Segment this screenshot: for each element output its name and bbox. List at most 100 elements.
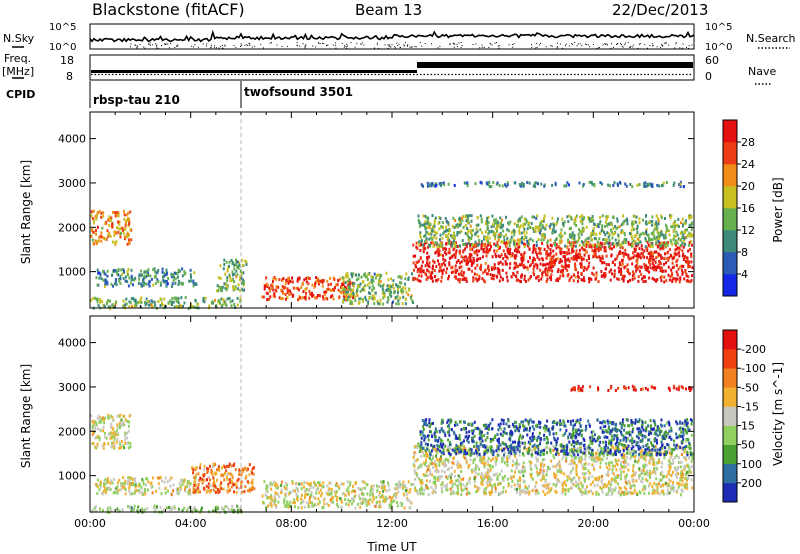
scatter-cell [544, 227, 547, 231]
scatter-cell [466, 231, 469, 235]
scatter-cell [421, 223, 424, 227]
scatter-cell [454, 252, 457, 256]
scatter-cell [356, 287, 359, 291]
scatter-cell [456, 460, 459, 464]
scatter-cell [649, 263, 652, 266]
scatter-cell [288, 492, 291, 496]
scatter-cell [531, 261, 534, 265]
scatter-cell [655, 250, 658, 254]
scatter-cell [414, 486, 416, 490]
scatter-cell [664, 252, 666, 256]
scatter-cell [450, 244, 453, 248]
scatter-cell [545, 280, 548, 283]
scatter-cell [617, 239, 620, 243]
scatter-cell [448, 241, 451, 245]
scatter-cell [105, 436, 108, 440]
scatter-cell [684, 269, 687, 272]
scatter-cell [270, 287, 273, 290]
scatter-cell [291, 480, 294, 484]
scatter-cell [524, 491, 527, 495]
scatter-cell [547, 246, 550, 250]
scatter-cell [162, 275, 165, 279]
scatter-cell [666, 243, 669, 247]
scatter-cell [505, 215, 507, 219]
scatter-cell [190, 304, 193, 308]
scatter-cell [666, 492, 669, 496]
nsearch-dot [400, 47, 402, 49]
scatter-cell [632, 483, 635, 487]
scatter-cell [110, 223, 113, 227]
scatter-cell [599, 247, 602, 251]
nsearch-dot [407, 44, 409, 46]
scatter-cell [222, 508, 225, 512]
scatter-cell [140, 486, 143, 490]
scatter-cell [573, 238, 576, 242]
nsearch-dot [139, 44, 141, 46]
scatter-cell [476, 454, 479, 458]
scatter-cell [96, 442, 99, 446]
scatter-cell [134, 298, 137, 302]
scatter-cell [532, 248, 535, 252]
scatter-cell [673, 181, 676, 185]
freq-trace-low [91, 70, 417, 73]
scatter-cell [623, 219, 626, 223]
scatter-cell [498, 279, 501, 283]
scatter-cell [690, 239, 693, 243]
scatter-cell [355, 278, 358, 282]
scatter-cell [545, 256, 548, 260]
scatter-cell [440, 279, 443, 283]
nsearch-dot [384, 44, 386, 46]
nsearch-dot [622, 46, 624, 48]
scatter-cell [647, 239, 650, 243]
nsearch-dot [540, 42, 541, 44]
scatter-cell [349, 483, 351, 487]
scatter-cell [583, 491, 586, 495]
scatter-cell [630, 228, 633, 232]
nsearch-dot [498, 47, 500, 49]
scatter-cell [672, 480, 674, 484]
scatter-cell [92, 296, 95, 300]
scatter-cell [193, 480, 196, 484]
scatter-cell [492, 223, 494, 227]
scatter-cell [608, 244, 610, 248]
scatter-cell [110, 414, 113, 418]
scatter-cell [546, 244, 549, 248]
scatter-cell [513, 222, 516, 226]
scatter-cell [484, 236, 487, 239]
scatter-cell [648, 450, 651, 454]
scatter-cell [595, 224, 598, 228]
scatter-cell [540, 464, 542, 468]
scatter-cell [405, 492, 408, 496]
scatter-cell [631, 185, 634, 189]
scatter-cell [152, 506, 155, 509]
scatter-cell [499, 245, 502, 249]
scatter-cell [489, 273, 492, 277]
scatter-cell [334, 492, 337, 496]
scatter-cell [475, 227, 478, 231]
scatter-cell [404, 286, 407, 290]
scatter-cell [674, 279, 677, 283]
scatter-cell [591, 238, 594, 242]
scatter-cell [463, 259, 466, 262]
scatter-cell [375, 495, 378, 499]
scatter-cell [578, 243, 581, 247]
scatter-cell [122, 231, 125, 235]
scatter-cell [581, 493, 584, 496]
scatter-cell [585, 492, 588, 496]
scatter-cell [316, 277, 319, 281]
scatter-cell [451, 224, 454, 228]
scatter-cell [444, 225, 447, 229]
scatter-cell [563, 220, 566, 224]
scatter-cell [307, 492, 310, 496]
scatter-cell [534, 262, 537, 266]
scatter-cell [376, 274, 379, 277]
scatter-cell [417, 214, 420, 218]
scatter-cell [130, 297, 133, 301]
nsearch-dot [152, 44, 154, 46]
scatter-cell [581, 214, 584, 218]
scatter-cell [593, 236, 596, 240]
scatter-cell [223, 301, 226, 305]
scatter-cell [121, 508, 124, 512]
